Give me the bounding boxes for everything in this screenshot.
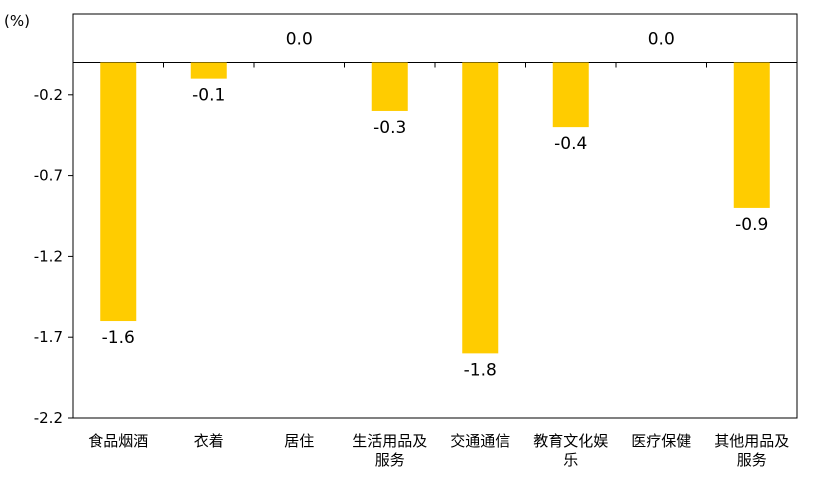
bar xyxy=(190,62,227,79)
data-label: -0.4 xyxy=(554,134,587,154)
data-label: -0.1 xyxy=(192,86,225,106)
x-tick-label: 交通通信 xyxy=(450,432,510,450)
data-label: -1.8 xyxy=(464,360,497,380)
data-label: 0.0 xyxy=(648,29,675,49)
x-tick-label: 居住 xyxy=(284,432,314,450)
plot-frame xyxy=(72,13,798,419)
y-tick-label: -1.2 xyxy=(34,247,63,265)
data-label: -1.6 xyxy=(102,328,135,348)
x-tick-label: 医疗保健 xyxy=(631,432,691,450)
bar xyxy=(100,62,137,322)
y-tick-label: -0.2 xyxy=(34,86,63,104)
x-tick-label: 乐 xyxy=(563,451,578,469)
x-tick-label: 生活用品及 xyxy=(352,432,427,450)
y-unit-label: (%) xyxy=(4,12,30,30)
x-tick-label: 服务 xyxy=(737,451,767,469)
y-tick-label: -1.7 xyxy=(34,328,63,346)
x-tick-label: 食品烟酒 xyxy=(88,432,148,450)
x-tick-label: 服务 xyxy=(375,451,405,469)
x-tick-label: 教育文化娱 xyxy=(533,432,608,450)
y-tick-label: -2.2 xyxy=(34,409,63,427)
bar xyxy=(552,62,589,128)
x-tick-label: 其他用品及 xyxy=(714,432,789,450)
data-label: -0.9 xyxy=(735,215,768,235)
bar xyxy=(733,62,770,208)
x-tick-label: 衣着 xyxy=(194,432,224,450)
bar xyxy=(371,62,408,111)
y-tick-label: -0.7 xyxy=(34,167,63,185)
data-label: -0.3 xyxy=(373,118,406,138)
bar xyxy=(462,62,499,354)
data-label: 0.0 xyxy=(286,29,313,49)
